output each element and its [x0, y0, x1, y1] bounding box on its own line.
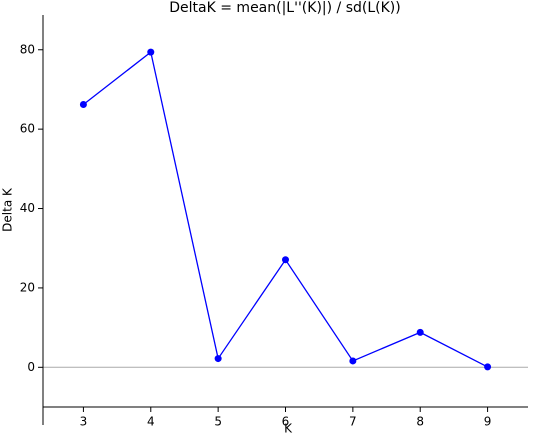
x-tick-label: 7: [349, 415, 357, 429]
x-tick-label: 6: [282, 415, 290, 429]
point: [416, 328, 424, 336]
chart-title: DeltaK = mean(|L''(K)|) / sd(L(K)): [169, 0, 400, 16]
y-tick-label: 20: [20, 280, 35, 294]
y-tick-label: 60: [20, 122, 35, 136]
x-tick-label: 9: [484, 415, 492, 429]
x-tick-label: 5: [214, 415, 222, 429]
point: [484, 363, 492, 371]
x-tick-label: 4: [147, 415, 155, 429]
point: [147, 48, 155, 56]
x-axis-label: K: [284, 422, 293, 436]
y-tick-label: 80: [20, 42, 35, 56]
point: [79, 101, 87, 109]
x-tick-label: 3: [80, 415, 88, 429]
point: [282, 256, 289, 264]
x-tick-label: 8: [416, 415, 424, 429]
y-axis-label: Delta K: [1, 187, 15, 232]
y-tick-label: 0: [27, 360, 35, 374]
line: [83, 50, 488, 368]
point: [214, 355, 222, 363]
y-tick-label: 40: [20, 201, 35, 215]
point: [349, 357, 357, 365]
